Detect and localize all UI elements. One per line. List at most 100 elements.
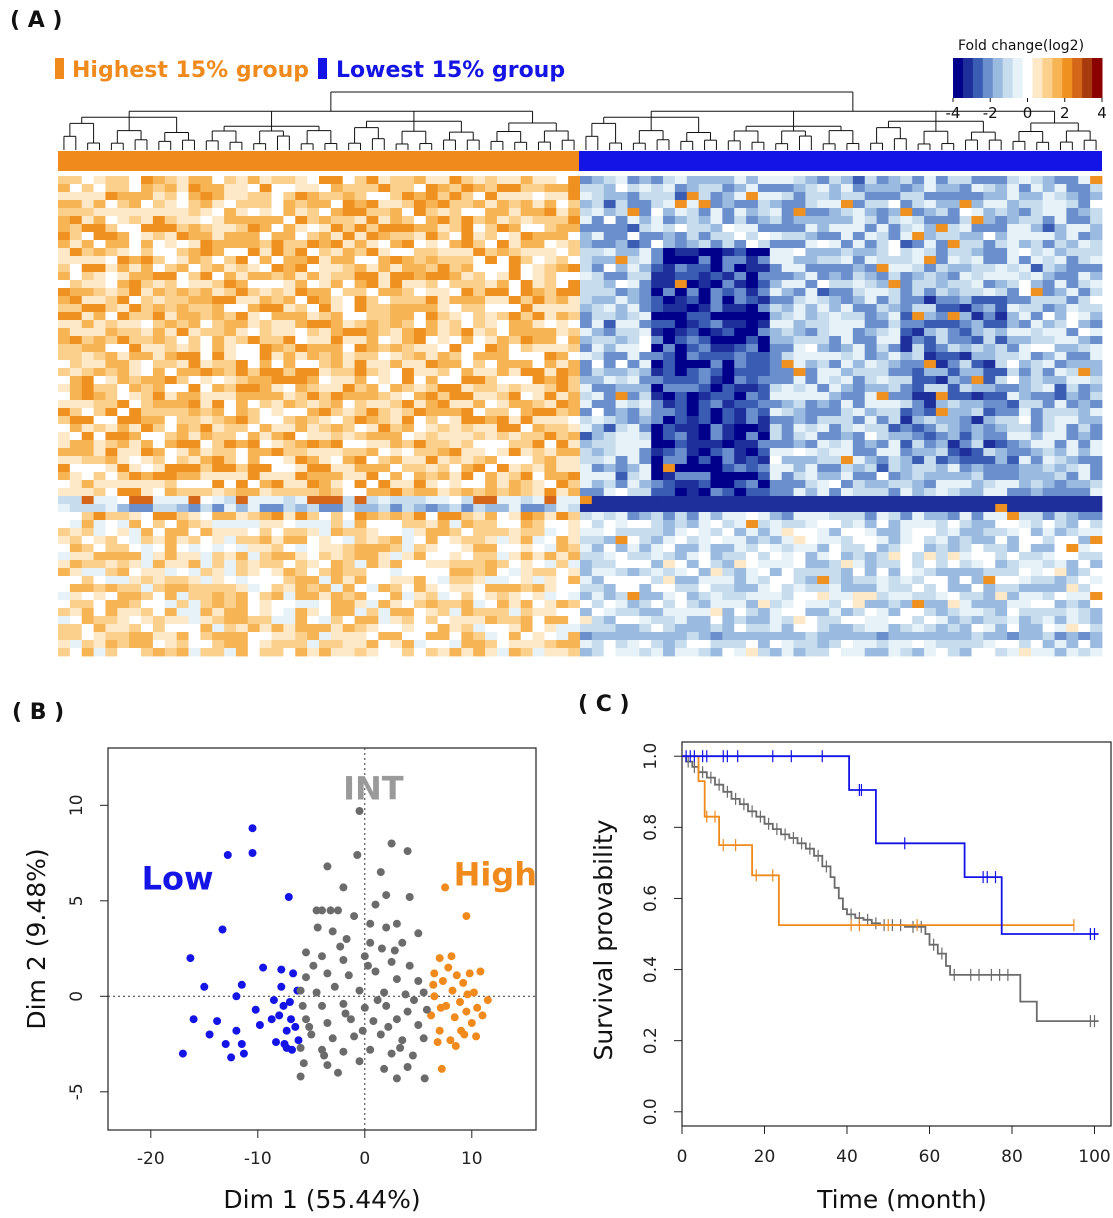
heatmap-cell — [769, 592, 783, 601]
heatmap-cell — [912, 240, 925, 249]
heatmap-cell — [888, 544, 901, 553]
heatmap-cell — [805, 400, 818, 409]
heatmap-cell — [366, 464, 379, 473]
heatmap-cell — [947, 320, 961, 329]
heatmap-cell — [651, 568, 664, 577]
heatmap-cell — [129, 432, 142, 441]
heatmap-cell — [651, 584, 664, 593]
heatmap-cell — [627, 216, 640, 225]
heatmap-cell — [152, 328, 166, 337]
heatmap-cell — [947, 368, 961, 377]
heatmap-cell — [235, 496, 249, 505]
heatmap-cell — [674, 456, 688, 465]
heatmap-cell — [259, 264, 272, 273]
heatmap-cell — [674, 400, 688, 409]
heatmap-cell — [378, 264, 391, 273]
heatmap-cell — [568, 584, 581, 593]
heatmap-cell — [378, 400, 391, 409]
heatmap-cell — [674, 520, 688, 529]
heatmap-cell — [176, 208, 189, 217]
heatmap-cell — [117, 376, 130, 385]
heatmap-cell — [734, 560, 747, 569]
heatmap-cell — [473, 448, 486, 457]
heatmap-cell — [971, 336, 984, 345]
heatmap-cell — [141, 368, 154, 377]
heatmap-cell — [888, 512, 901, 521]
heatmap-cell — [413, 488, 427, 497]
heatmap-cell — [1018, 352, 1032, 361]
heatmap-cell — [105, 424, 118, 433]
heatmap-cell — [141, 400, 154, 409]
heatmap-cell — [686, 240, 700, 249]
heatmap-cell — [924, 328, 937, 337]
heatmap-cell — [663, 232, 676, 241]
heatmap-cell — [176, 432, 189, 441]
heatmap-cell — [757, 240, 771, 249]
heatmap-cell — [354, 232, 367, 241]
heatmap-cell — [164, 336, 178, 345]
heatmap-cell — [722, 312, 735, 321]
heatmap-cell — [1066, 584, 1079, 593]
heatmap-cell — [888, 584, 901, 593]
heatmap-cell — [734, 408, 747, 417]
heatmap-cell — [354, 504, 367, 513]
heatmap-cell — [1042, 448, 1055, 457]
heatmap-cell — [93, 216, 106, 225]
heatmap-cell — [710, 528, 723, 537]
heatmap-cell — [971, 576, 984, 585]
heatmap-cell — [983, 536, 996, 545]
heatmap-cell — [342, 184, 355, 193]
heatmap-cell — [141, 528, 154, 537]
heatmap-cell — [330, 344, 344, 353]
heatmap-cell — [995, 384, 1008, 393]
heatmap-cell — [876, 264, 889, 273]
heatmap-cell — [924, 520, 937, 529]
heatmap-cell — [674, 176, 688, 185]
heatmap-cell — [390, 264, 403, 273]
heatmap-cell — [402, 552, 415, 561]
heatmap-cell — [200, 200, 213, 209]
heatmap-cell — [912, 496, 925, 505]
heatmap-cell — [93, 512, 106, 521]
heatmap-cell — [176, 256, 189, 265]
heatmap-cell — [1090, 472, 1103, 481]
heatmap-cell — [152, 336, 166, 345]
heatmap-cell — [129, 256, 142, 265]
heatmap-cell — [378, 424, 391, 433]
heatmap-cell — [164, 512, 178, 521]
heatmap-cell — [544, 560, 557, 569]
heatmap-cell — [639, 576, 652, 585]
heatmap-cell — [520, 432, 533, 441]
heatmap-cell — [152, 280, 166, 289]
heatmap-cell — [354, 208, 367, 217]
heatmap-cell — [1030, 504, 1044, 513]
heatmap-cell — [983, 464, 996, 473]
heatmap-cell — [841, 488, 854, 497]
heatmap-cell — [532, 600, 545, 609]
heatmap-cell — [461, 216, 474, 225]
heatmap-cell — [674, 416, 688, 425]
heatmap-cell — [247, 488, 261, 497]
heatmap-cell — [580, 400, 593, 409]
heatmap-cell — [746, 240, 759, 249]
heatmap-cell — [781, 480, 794, 489]
heatmap-cell — [580, 272, 593, 281]
heatmap-cell — [947, 432, 961, 441]
heatmap-cell — [888, 400, 901, 409]
heatmap-cell — [556, 392, 569, 401]
heatmap-cell — [556, 384, 569, 393]
heatmap-cell — [413, 344, 427, 353]
heatmap-cell — [568, 560, 581, 569]
heatmap-cell — [841, 384, 854, 393]
heatmap-cell — [829, 416, 842, 425]
heatmap-cell — [164, 328, 178, 337]
heatmap-cell — [342, 360, 355, 369]
heatmap-cell — [129, 352, 142, 361]
heatmap-cell — [105, 376, 118, 385]
heatmap-cell — [496, 464, 510, 473]
heatmap-cell — [841, 376, 854, 385]
heatmap-cell — [473, 576, 486, 585]
heatmap-cell — [1054, 528, 1067, 537]
heatmap-cell — [366, 496, 379, 505]
heatmap-cell — [532, 464, 545, 473]
